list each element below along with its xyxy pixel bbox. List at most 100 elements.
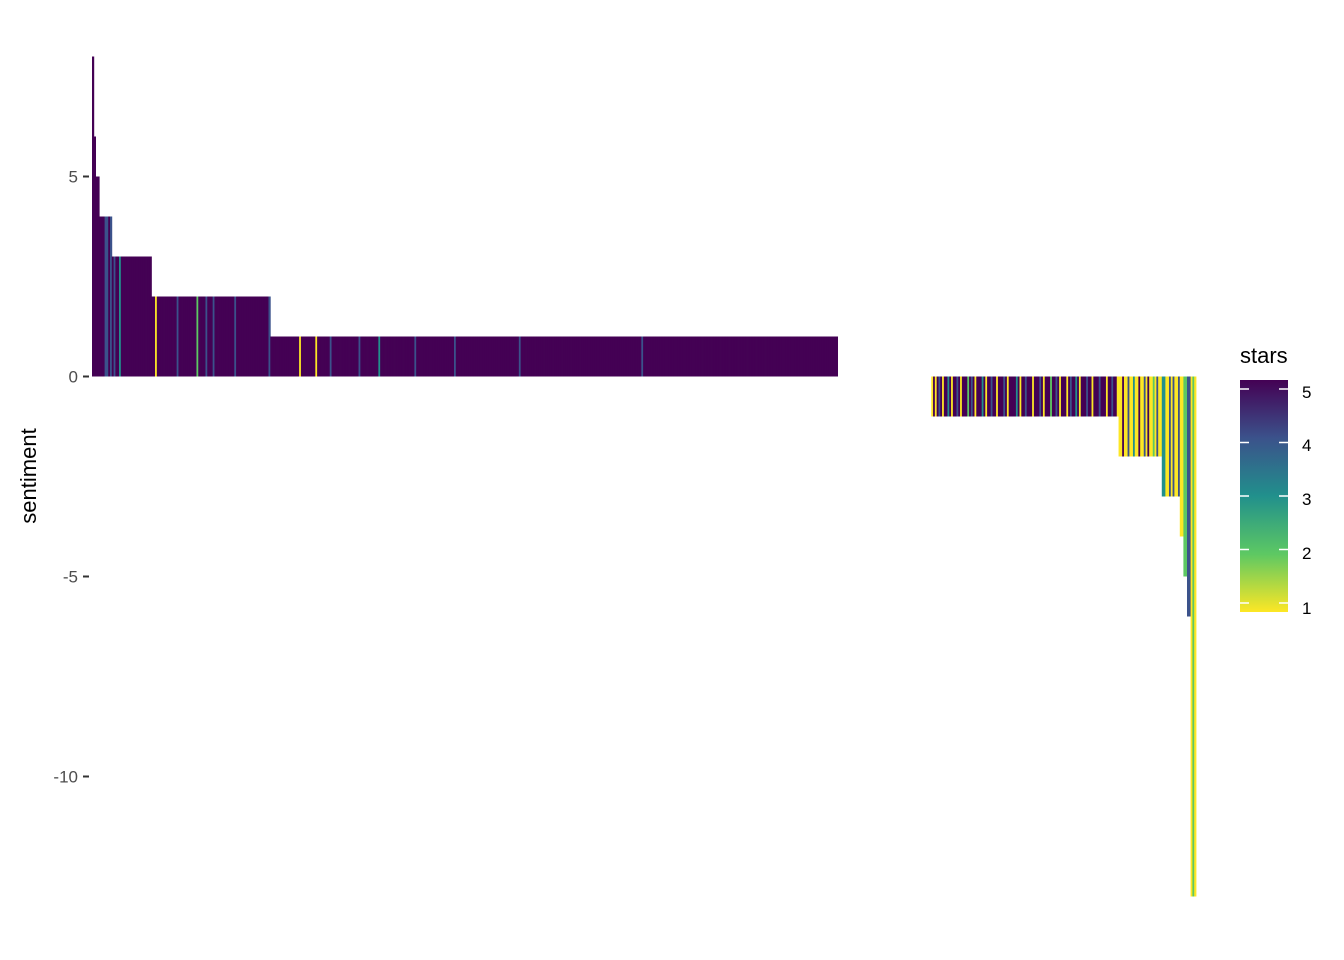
bar (1086, 376, 1089, 417)
bar (1116, 376, 1119, 417)
bar (976, 376, 979, 417)
bar (787, 336, 790, 377)
bar (1177, 376, 1181, 497)
bar (149, 256, 152, 377)
bar (317, 336, 320, 377)
bar (504, 336, 507, 377)
bar (336, 336, 340, 377)
bar (1129, 376, 1132, 457)
bar (198, 296, 201, 377)
bar (210, 296, 214, 377)
bar (437, 336, 440, 377)
bar (542, 336, 545, 377)
y-tick-minus-10: -10 (53, 768, 89, 787)
bar (1095, 376, 1098, 417)
bar (408, 336, 412, 377)
bar (333, 336, 336, 377)
bar (1114, 376, 1118, 417)
bar (1017, 376, 1020, 417)
bar (183, 296, 187, 377)
y-axis-title: sentiment (16, 428, 41, 523)
bar (1069, 376, 1073, 417)
bar (234, 296, 237, 377)
bar (830, 336, 833, 377)
bar (578, 336, 581, 377)
bar (724, 336, 727, 377)
bar (646, 336, 649, 377)
bar (1008, 376, 1011, 417)
bar (607, 336, 610, 377)
bar (592, 336, 595, 377)
bar (1176, 376, 1179, 497)
bar (374, 336, 377, 377)
bar (502, 336, 505, 377)
bar (417, 336, 421, 377)
bar (616, 336, 619, 377)
bar (569, 336, 572, 377)
bar (958, 376, 961, 417)
bar (1066, 376, 1069, 417)
bar (270, 336, 273, 377)
bar (315, 336, 318, 377)
bar (779, 336, 783, 377)
bar (680, 336, 684, 377)
bar (299, 336, 302, 377)
legend-label-1: 1 (1302, 599, 1311, 618)
bar (814, 336, 817, 377)
bar (938, 376, 941, 417)
bar (556, 336, 559, 377)
bar (354, 336, 358, 377)
bar (601, 336, 604, 377)
bar (949, 376, 952, 417)
bar (749, 336, 752, 377)
bar (531, 336, 534, 377)
bar (652, 336, 655, 377)
bar (259, 296, 262, 377)
bar (996, 376, 999, 417)
bar (580, 336, 583, 377)
bar (320, 336, 323, 377)
bar (434, 336, 437, 377)
bar (466, 336, 469, 377)
bar (1075, 376, 1078, 417)
bar (999, 376, 1002, 417)
bar (1154, 376, 1157, 457)
bar (797, 336, 801, 377)
bar (268, 296, 271, 377)
bar (446, 336, 449, 377)
bar (1078, 376, 1082, 417)
bar (228, 296, 232, 377)
bar (639, 336, 642, 377)
bar (300, 336, 304, 377)
legend-label: 4 (1302, 436, 1311, 455)
bar (643, 336, 646, 377)
bar (470, 336, 473, 377)
legend-label-5: 5 (1302, 383, 1311, 402)
bar (729, 336, 732, 377)
bar (752, 336, 756, 377)
bar (156, 296, 160, 377)
bar (322, 336, 325, 377)
bar (763, 336, 766, 377)
bar (1055, 376, 1058, 417)
bar (799, 336, 802, 377)
bar (263, 296, 266, 377)
bar (1163, 376, 1166, 497)
bar (560, 336, 563, 377)
bar (167, 296, 170, 377)
bar (335, 336, 338, 377)
bar (1073, 376, 1076, 417)
bar (608, 336, 612, 377)
bar (1136, 376, 1139, 457)
bar (499, 336, 502, 377)
bar (1140, 376, 1143, 457)
bar (219, 296, 223, 377)
bar (965, 376, 968, 417)
bar (311, 336, 314, 377)
bar (439, 336, 442, 377)
bar (1170, 376, 1173, 497)
bar (589, 336, 592, 377)
bar (1015, 376, 1019, 417)
bar (769, 336, 772, 377)
bar (1091, 376, 1094, 417)
